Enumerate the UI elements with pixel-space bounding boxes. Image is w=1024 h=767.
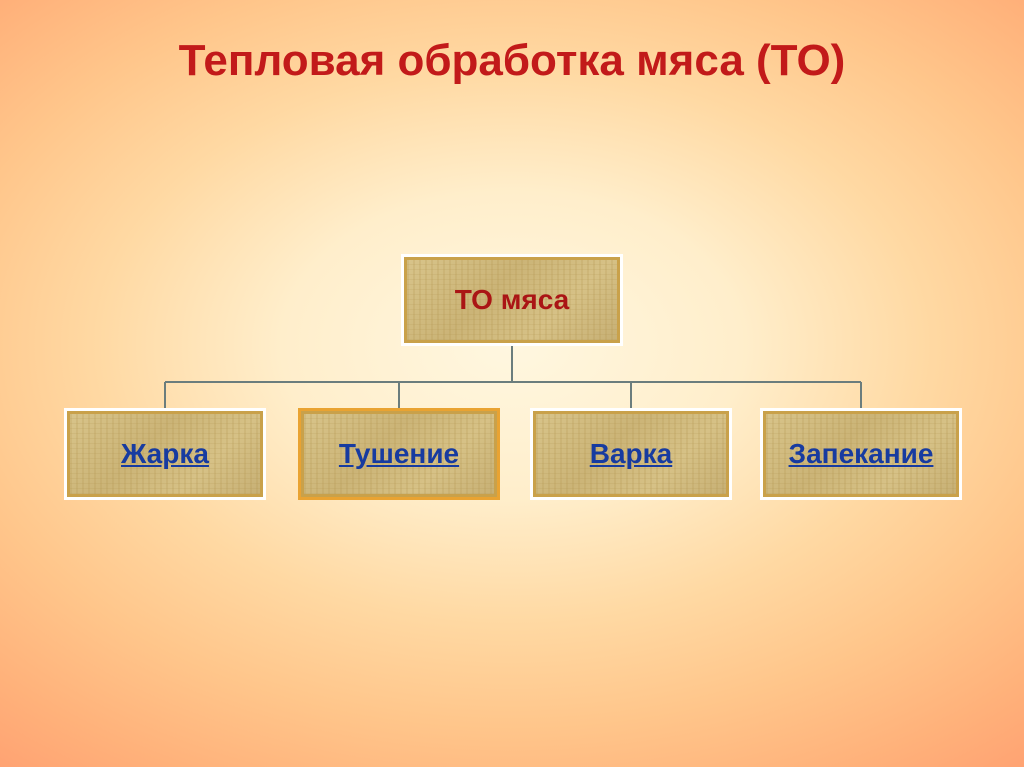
page-title: Тепловая обработка мяса (ТО): [0, 36, 1024, 86]
root-inner: ТО мяса: [404, 257, 620, 343]
slide-background: [0, 0, 1024, 767]
child-node-varka[interactable]: Варка: [530, 408, 732, 500]
child-inner: Тушение: [301, 411, 497, 497]
child-node-zapekanie[interactable]: Запекание: [760, 408, 962, 500]
child-label[interactable]: Жарка: [121, 438, 209, 470]
child-node-tushenie[interactable]: Тушение: [298, 408, 500, 500]
child-inner: Варка: [533, 411, 729, 497]
root-node: ТО мяса: [401, 254, 623, 346]
child-label[interactable]: Варка: [590, 438, 672, 470]
child-node-zharka[interactable]: Жарка: [64, 408, 266, 500]
child-label[interactable]: Запекание: [789, 438, 934, 470]
child-inner: Запекание: [763, 411, 959, 497]
root-label: ТО мяса: [455, 284, 570, 316]
child-inner: Жарка: [67, 411, 263, 497]
child-label[interactable]: Тушение: [339, 438, 459, 470]
